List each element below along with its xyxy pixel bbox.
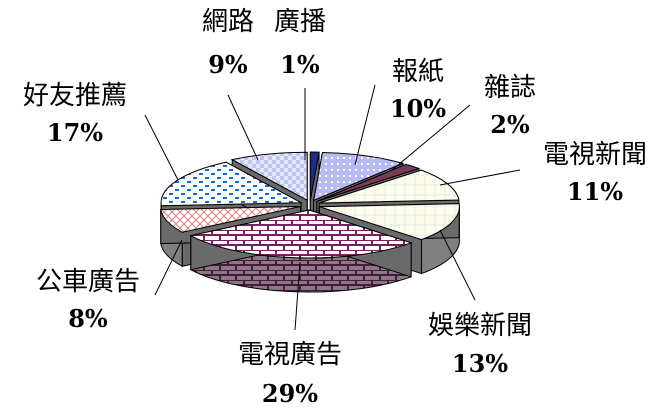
pie-slice-top-2 [316, 163, 421, 202]
slice-label-2: 雜誌 [484, 73, 536, 103]
slice-label-4: 娛樂新聞 [428, 311, 532, 341]
slice-value-label-4: 13% [452, 349, 508, 378]
slice-label-7: 好友推薦 [23, 81, 127, 111]
pie-slice-5 [189, 209, 413, 293]
pie-slices [160, 151, 460, 293]
leader-lines [144, 84, 521, 331]
pie-slice-top-6 [160, 206, 301, 233]
leader-line-8 [227, 94, 259, 161]
slice-label-1: 報紙 [392, 57, 444, 87]
leader-line-1 [354, 84, 376, 166]
leader-line-7 [144, 114, 179, 181]
leader-line-5 [294, 261, 301, 331]
slice-value-label-3: 11% [567, 177, 623, 206]
slice-value-label-6: 8% [68, 304, 108, 333]
slice-label-3: 電視新聞 [543, 140, 647, 170]
pie-slice-top-4 [319, 203, 460, 241]
slice-value-label-5: 29% [262, 379, 318, 408]
slice-label-0: 廣播 [274, 7, 326, 37]
slice-value-label-8: 9% [208, 50, 248, 79]
slice-labels: 廣播 1% 報紙 10% 雜誌 2% 電視新聞 11% 娛樂新聞 13% 電視廣告 29% 公車廣告 8%… [23, 7, 647, 408]
slice-label-5: 電視廣告 [238, 340, 342, 370]
slice-value-label-0: 1% [280, 50, 320, 79]
slice-label-8: 網路 [202, 7, 254, 37]
pie-slice-top-8 [230, 151, 308, 202]
pie-slice-top-0 [309, 151, 320, 201]
pie-slice-top-1 [313, 151, 405, 202]
leader-line-6 [154, 239, 183, 296]
slice-value-label-2: 2% [490, 110, 530, 139]
slice-label-6: 公車廣告 [36, 267, 140, 297]
leader-line-2 [391, 104, 471, 171]
pie-slice-top-7 [160, 161, 303, 207]
slice-value-label-7: 17% [47, 118, 103, 147]
leader-line-3 [439, 169, 521, 186]
leader-line-4 [439, 229, 476, 301]
pie-slice-top-5 [189, 209, 413, 259]
slice-value-label-1: 10% [390, 94, 446, 123]
